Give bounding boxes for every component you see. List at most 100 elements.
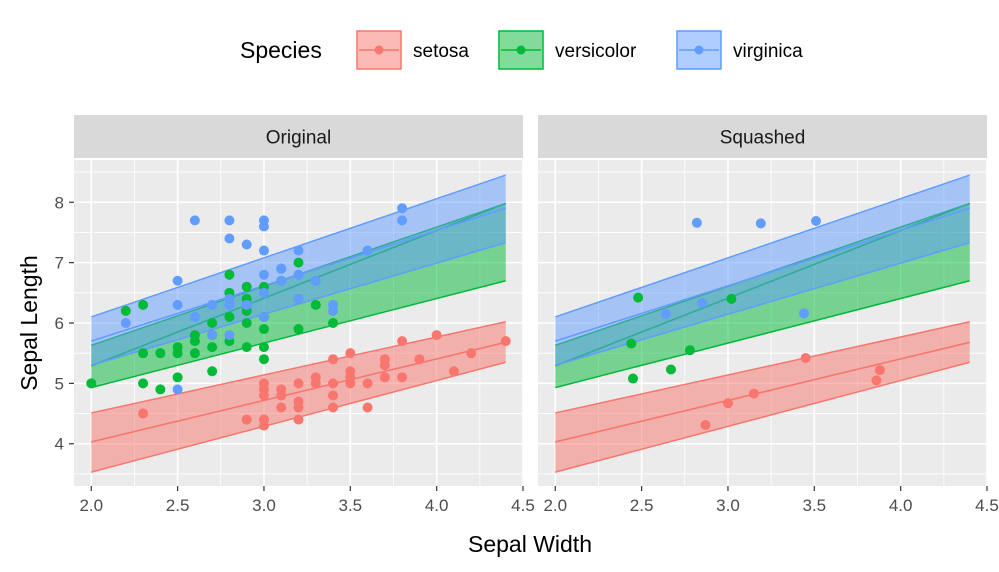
fit-line-setosa (555, 341, 970, 443)
data-point-virginica (293, 245, 304, 256)
x-tick-label: 4.0 (889, 496, 913, 515)
data-point-versicolor (328, 318, 339, 328)
data-point-setosa (276, 402, 287, 413)
y-axis-title: Sepal Length (16, 255, 42, 391)
data-point-setosa (379, 372, 390, 383)
data-point-versicolor (224, 269, 235, 280)
legend-key-point-setosa (374, 45, 384, 55)
data-point-virginica (660, 308, 671, 319)
panel-squashed: Squashed 2.0 2.5 3.0 3.5 4.0 4.5 (538, 115, 999, 515)
data-point-setosa (328, 354, 339, 365)
x-axis-title: Sepal Width (468, 531, 592, 557)
panels: Original 2.0 2.5 3.0 3.5 4.0 4.5 4 5 6 7 8 Squashed 2… (55, 115, 999, 515)
data-point-versicolor (258, 324, 269, 335)
legend-item-versicolor: versicolor (498, 30, 637, 70)
data-point-versicolor (86, 378, 97, 389)
ribbon-upper-virginica (555, 174, 970, 318)
data-point-virginica (362, 245, 373, 256)
data-point-setosa (874, 365, 885, 376)
data-point-virginica (258, 311, 269, 322)
data-point-virginica (241, 239, 252, 250)
data-point-virginica (258, 287, 269, 298)
data-point-virginica (697, 298, 708, 309)
y-tick-label: 4 (55, 435, 64, 454)
data-point-virginica (258, 245, 269, 256)
data-point-virginica (224, 215, 235, 226)
data-point-virginica (811, 215, 822, 226)
ribbon-lower-versicolor (91, 280, 506, 389)
legend-item-virginica: virginica (676, 30, 803, 70)
data-point-setosa (800, 353, 811, 364)
data-point-versicolor (172, 342, 183, 353)
data-point-setosa (448, 366, 459, 377)
legend-key-point-virginica (694, 45, 704, 55)
facet-strip-label: Squashed (720, 128, 806, 149)
x-tick-label: 4.5 (511, 496, 535, 515)
data-point-versicolor (241, 281, 252, 292)
data-point-setosa (328, 402, 339, 413)
data-point-setosa (345, 366, 356, 377)
legend-item-setosa: setosa (356, 30, 469, 70)
data-point-setosa (293, 378, 304, 389)
legend-key-point-versicolor (516, 45, 526, 55)
facet-strip (74, 115, 523, 158)
data-point-virginica (224, 233, 235, 244)
data-point-virginica (397, 203, 408, 214)
data-point-setosa (871, 375, 882, 386)
data-point-virginica (207, 330, 218, 341)
data-point-setosa (345, 348, 356, 359)
panel-original: Original 2.0 2.5 3.0 3.5 4.0 4.5 4 5 6 7 8 (55, 115, 535, 515)
data-point-setosa (397, 336, 408, 347)
data-point-versicolor (207, 366, 218, 377)
data-point-setosa (748, 388, 759, 399)
data-point-virginica (328, 305, 339, 316)
ribbon-lower-setosa (555, 361, 970, 473)
data-point-versicolor (293, 257, 304, 268)
data-point-versicolor (189, 348, 200, 359)
data-point-virginica (120, 318, 131, 328)
data-point-versicolor (627, 373, 638, 384)
data-point-virginica (310, 275, 321, 286)
fit-line-virginica (555, 207, 970, 342)
data-point-versicolor (310, 299, 321, 310)
fit-line-setosa (91, 341, 506, 443)
x-tick-label: 2.0 (543, 496, 567, 515)
data-point-versicolor (293, 324, 304, 335)
data-point-setosa (293, 402, 304, 413)
data-point-virginica (293, 269, 304, 280)
data-point-virginica (207, 299, 218, 310)
x-tick-label: 3.5 (338, 496, 362, 515)
data-point-versicolor (155, 348, 166, 359)
y-tick-label: 8 (55, 193, 64, 212)
data-point-versicolor (172, 372, 183, 383)
facet-strip-label: Original (266, 128, 331, 149)
data-point-setosa (241, 414, 252, 425)
data-point-virginica (258, 221, 269, 232)
data-point-versicolor (258, 342, 269, 353)
data-point-versicolor (626, 338, 637, 349)
x-tick-label: 2.0 (79, 496, 103, 515)
data-point-setosa (397, 372, 408, 383)
data-point-setosa (722, 398, 733, 409)
ribbon-upper-setosa (555, 321, 970, 414)
data-point-setosa (466, 348, 477, 359)
data-point-virginica (189, 215, 200, 226)
y-tick-label: 5 (55, 374, 64, 393)
data-point-setosa (700, 420, 711, 431)
data-point-setosa (500, 336, 511, 347)
data-point-virginica (172, 275, 183, 286)
data-point-virginica (258, 269, 269, 280)
data-point-setosa (328, 390, 339, 401)
data-point-versicolor (189, 330, 200, 341)
data-point-virginica (276, 263, 287, 274)
ribbon-lower-versicolor (555, 280, 970, 389)
data-point-virginica (397, 215, 408, 226)
data-point-versicolor (726, 293, 737, 304)
x-tick-label: 4.5 (975, 496, 999, 515)
legend-label-setosa: setosa (413, 41, 469, 62)
y-tick-label: 6 (55, 314, 64, 333)
data-point-virginica (189, 311, 200, 322)
data-point-versicolor (633, 292, 644, 303)
data-point-virginica (293, 293, 304, 304)
x-tick-label: 2.5 (630, 496, 654, 515)
